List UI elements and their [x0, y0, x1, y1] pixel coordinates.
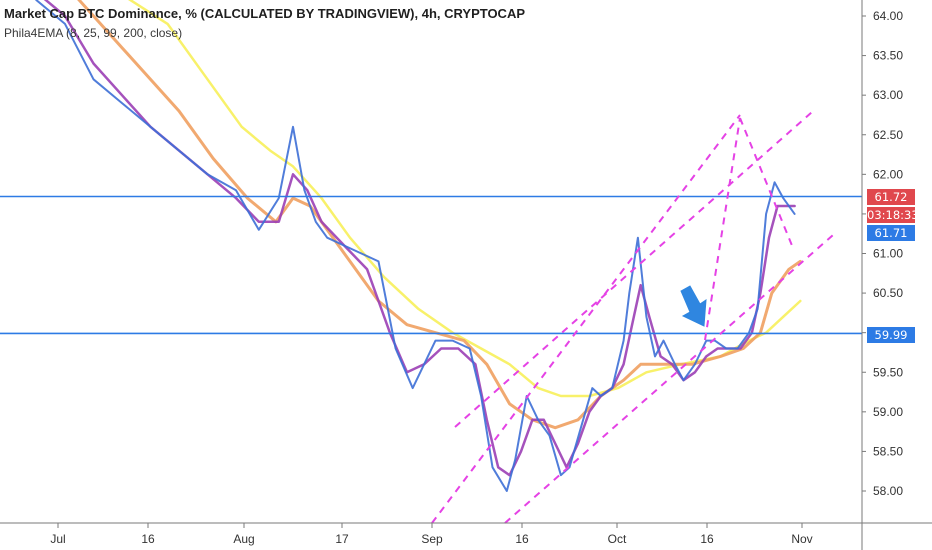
series-line-ema-25 [43, 0, 796, 477]
y-tick-label: 62.50 [873, 128, 903, 142]
lower-level-label: 59.99 [867, 327, 915, 343]
y-tick-label: 61.00 [873, 247, 903, 261]
x-tick-label: 17 [335, 532, 349, 546]
channel-mid-line[interactable] [454, 111, 813, 428]
x-tick-label: 16 [141, 532, 155, 546]
x-tick-label: Oct [608, 532, 627, 546]
y-tick-label: 58.50 [873, 444, 903, 458]
countdown-label: 03:18:33 [867, 207, 919, 223]
y-tick-label: 59.50 [873, 365, 903, 379]
x-tick-label: 16 [515, 532, 529, 546]
upper-level-label: 61.71 [867, 225, 915, 241]
x-tick-label: Aug [233, 532, 254, 546]
y-tick-label: 59.00 [873, 405, 903, 419]
x-tick-label: Jul [50, 532, 65, 546]
chart-title: Market Cap BTC Dominance, % (CALCULATED … [4, 6, 526, 21]
series-line-ema-8 [34, 0, 796, 492]
y-tick-label: 63.00 [873, 88, 903, 102]
y-tick-label: 62.00 [873, 167, 903, 181]
y-tick-label: 58.00 [873, 484, 903, 498]
x-tick-label: 16 [700, 532, 714, 546]
series-line-ema-99 [77, 0, 802, 430]
indicator-legend: Phila4EMA (8, 25, 99, 200, close) [4, 26, 183, 40]
y-tick-label: 64.00 [873, 9, 903, 23]
series-line-ema-200 [127, 0, 802, 398]
x-tick-label: Nov [791, 532, 812, 546]
peak-left-line[interactable] [704, 117, 741, 341]
peak-right-line[interactable] [739, 117, 794, 249]
x-tick-label: Sep [421, 532, 443, 546]
last-price-label: 61.72 [867, 189, 915, 205]
y-tick-label: 60.50 [873, 286, 903, 300]
arrow-annotation-icon[interactable] [680, 285, 707, 327]
y-tick-label: 63.50 [873, 49, 903, 63]
